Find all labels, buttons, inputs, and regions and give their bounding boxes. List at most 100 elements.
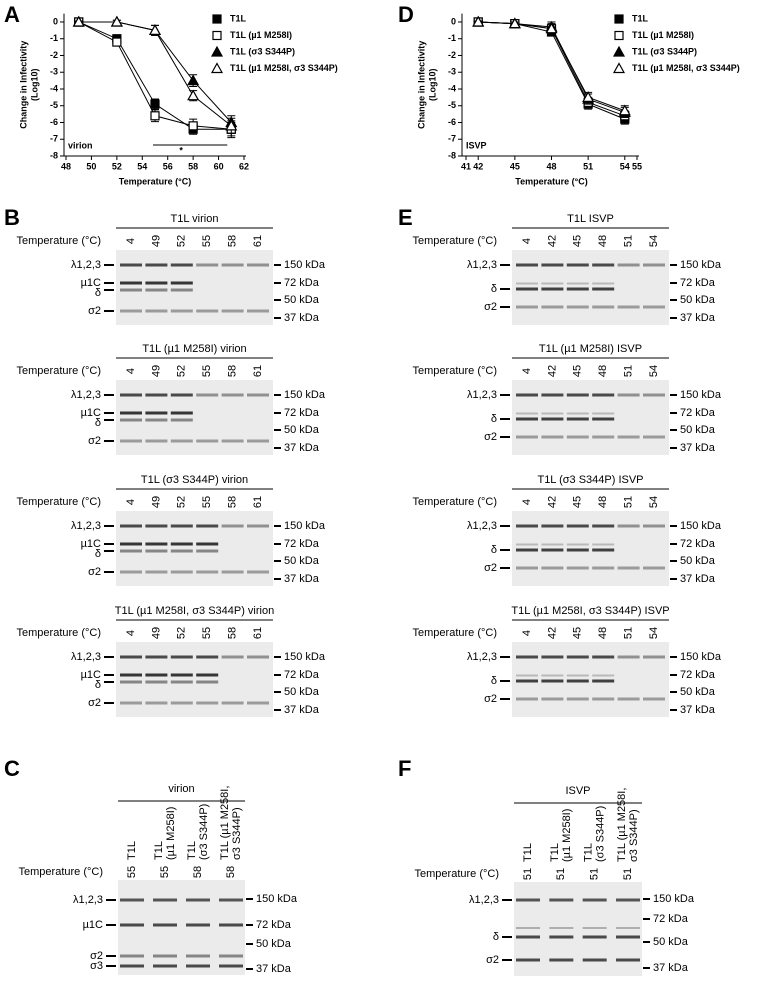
gel-band xyxy=(566,417,589,421)
x-tick-label: 55 xyxy=(632,161,642,171)
marker xyxy=(582,91,595,102)
lane-label: 4 xyxy=(125,368,137,374)
gel-band xyxy=(516,674,538,677)
gel-band xyxy=(617,263,640,267)
band-label: δ xyxy=(95,417,101,429)
lane-label: 4 xyxy=(125,499,137,505)
gel-band xyxy=(145,411,168,415)
gel-band xyxy=(120,655,142,659)
band-label: δ xyxy=(95,287,101,299)
x-axis-label: Temperature (°C) xyxy=(515,176,587,186)
y-tick-label: -4 xyxy=(50,83,58,93)
gel-band xyxy=(153,964,177,968)
legend-label: T1L (µ1 M258I) xyxy=(230,30,292,40)
gel-band xyxy=(120,281,142,285)
band-label: σ2 xyxy=(88,697,101,709)
marker-label: 72 kDa xyxy=(284,538,320,550)
marker-label: 50 kDa xyxy=(284,294,320,306)
gel-band xyxy=(516,655,538,659)
y-axis-label: Change in Infectivity xyxy=(416,41,426,129)
band-label: λ1,2,3 xyxy=(71,651,101,663)
lane-label: (µ1 M258I) xyxy=(561,809,573,862)
marker-label: 37 kDa xyxy=(284,442,320,454)
gel-band xyxy=(516,543,538,546)
band-label: λ1,2,3 xyxy=(71,389,101,401)
gel-band xyxy=(145,701,168,705)
gel-band xyxy=(120,570,142,574)
gel-band xyxy=(592,263,615,267)
lane-label: 48 xyxy=(597,496,609,508)
lane-label: 51 xyxy=(623,627,635,639)
gel-band xyxy=(592,566,615,570)
gel-band xyxy=(566,566,589,570)
gel-band xyxy=(566,282,589,285)
gel-band xyxy=(145,655,168,659)
marker-label: 37 kDa xyxy=(680,312,716,324)
x-tick-label: 54 xyxy=(137,161,147,171)
gel-band xyxy=(516,958,540,962)
gel-band xyxy=(219,923,243,927)
gel-band xyxy=(516,412,538,415)
y-tick-label: -5 xyxy=(448,100,456,110)
lane-label: 45 xyxy=(572,365,584,377)
gel-band xyxy=(643,435,665,439)
temperature-label: Temperature (°C) xyxy=(413,627,497,639)
legend-label: T1L (σ3 S344P) xyxy=(632,46,697,56)
lane-label: 61 xyxy=(252,235,264,247)
band-label: λ1,2,3 xyxy=(71,520,101,532)
gel-band xyxy=(120,542,142,546)
gel-band xyxy=(516,417,538,421)
lane-label: 54 xyxy=(648,235,660,247)
lane-label: T1L xyxy=(153,841,165,860)
marker-label: 150 kDa xyxy=(284,520,326,532)
temperature-label: Temperature (°C) xyxy=(413,235,497,247)
marker-label: 37 kDa xyxy=(284,312,320,324)
gel-band xyxy=(120,418,142,422)
legend-marker xyxy=(612,45,626,57)
gel-band xyxy=(170,542,193,546)
marker-label: 37 kDa xyxy=(284,704,320,716)
gel-band xyxy=(592,412,615,415)
marker-label: 72 kDa xyxy=(284,669,320,681)
gel-band xyxy=(219,954,243,958)
gel-band xyxy=(120,524,142,528)
lane-label: 4 xyxy=(125,630,137,636)
lane-label: T1L xyxy=(186,841,198,860)
y-axis-unit: (Log10) xyxy=(427,69,437,102)
gel-band xyxy=(592,417,615,421)
gel-band xyxy=(592,543,615,546)
lane-label: T1L xyxy=(549,843,561,862)
gel-band xyxy=(516,927,540,929)
lane-temperature: 51 xyxy=(522,868,534,880)
temperature-label: Temperature (°C) xyxy=(415,868,499,880)
gel-band xyxy=(566,305,589,309)
marker xyxy=(150,111,160,121)
y-axis-unit: (Log10) xyxy=(29,69,39,102)
lane-label: 45 xyxy=(572,496,584,508)
gel-band xyxy=(170,673,193,677)
temperature-label: Temperature (°C) xyxy=(19,866,103,878)
lane-label: σ3 S344P) xyxy=(231,807,243,860)
gel-band xyxy=(541,435,564,439)
gel-band xyxy=(170,680,193,684)
gel-title: T1L ISVP xyxy=(567,213,614,225)
lane-label: 58 xyxy=(227,235,239,247)
gel-band xyxy=(549,935,574,939)
significance: * xyxy=(179,145,183,155)
gel-band xyxy=(566,287,589,291)
gel-band xyxy=(186,964,210,968)
lane-temperature: 55 xyxy=(159,866,171,878)
band-label: λ1,2,3 xyxy=(467,651,497,663)
panel-letter: C xyxy=(4,756,20,781)
band-label: λ1,2,3 xyxy=(467,259,497,271)
gel-band xyxy=(643,697,665,701)
gel-image xyxy=(512,250,669,325)
lane-label: 49 xyxy=(150,365,162,377)
gel-band xyxy=(643,566,665,570)
y-tick-label: -4 xyxy=(448,83,456,93)
gel-band xyxy=(120,288,142,292)
lane-label: 45 xyxy=(572,235,584,247)
gel-band xyxy=(145,524,168,528)
gel-band xyxy=(221,655,244,659)
